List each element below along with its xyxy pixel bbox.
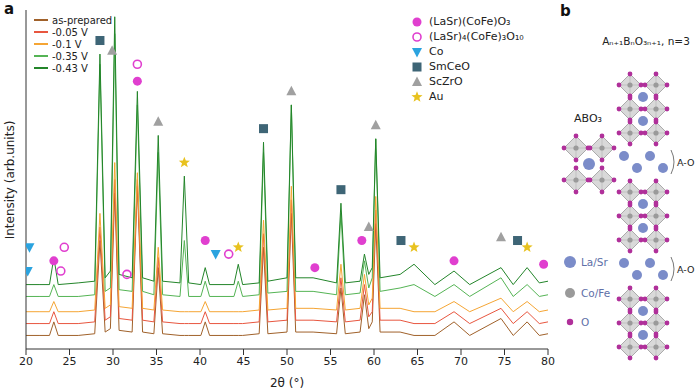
- svg-text:50: 50: [280, 355, 294, 368]
- html-text:a: a: [4, 0, 15, 18]
- svg-text:A-O: A-O: [677, 264, 694, 275]
- html-text:SmCeO: SmCeO: [429, 60, 470, 73]
- svg-text:b: b: [560, 2, 571, 20]
- svg-text:Co/Fe: Co/Fe: [581, 287, 610, 299]
- html-text:-0.1 V: -0.1 V: [52, 38, 82, 50]
- html-text:(LaSr)₄(CoFe)₃O₁₀: (LaSr)₄(CoFe)₃O₁₀: [429, 30, 524, 43]
- html-text:-0.35 V: -0.35 V: [52, 50, 88, 62]
- svg-text:Aₙ₊₁BₙO₃ₙ₊₁, n=3: Aₙ₊₁BₙO₃ₙ₊₁, n=3: [602, 35, 690, 47]
- html-text:as-prepared: as-prepared: [52, 14, 113, 26]
- svg-text:45: 45: [237, 355, 251, 368]
- svg-text:60: 60: [367, 355, 381, 368]
- html-text:(LaSr)(CoFe)O₃: (LaSr)(CoFe)O₃: [429, 15, 511, 28]
- svg-text:40: 40: [193, 355, 207, 368]
- html-text:ScZrO: ScZrO: [429, 75, 463, 88]
- html-text:-0.05 V: -0.05 V: [52, 26, 88, 38]
- svg-text:70: 70: [454, 355, 468, 368]
- svg-text:ABO₃: ABO₃: [574, 112, 602, 125]
- svg-text:30: 30: [106, 355, 120, 368]
- svg-text:20: 20: [19, 355, 33, 368]
- svg-text:25: 25: [63, 355, 77, 368]
- svg-text:2θ (°): 2θ (°): [270, 376, 304, 389]
- svg-text:Intensity (arb.units): Intensity (arb.units): [3, 121, 17, 240]
- svg-text:65: 65: [411, 355, 425, 368]
- html-text:Co: Co: [429, 45, 444, 58]
- svg-text:55: 55: [324, 355, 338, 368]
- svg-text:O: O: [581, 316, 589, 328]
- svg-text:La/Sr: La/Sr: [581, 256, 608, 268]
- svg-text:80: 80: [541, 355, 555, 368]
- html-text:-0.43 V: -0.43 V: [52, 62, 88, 74]
- svg-text:35: 35: [150, 355, 164, 368]
- svg-text:75: 75: [498, 355, 512, 368]
- svg-text:A-O: A-O: [677, 157, 694, 168]
- html-text:Au: Au: [429, 90, 444, 103]
